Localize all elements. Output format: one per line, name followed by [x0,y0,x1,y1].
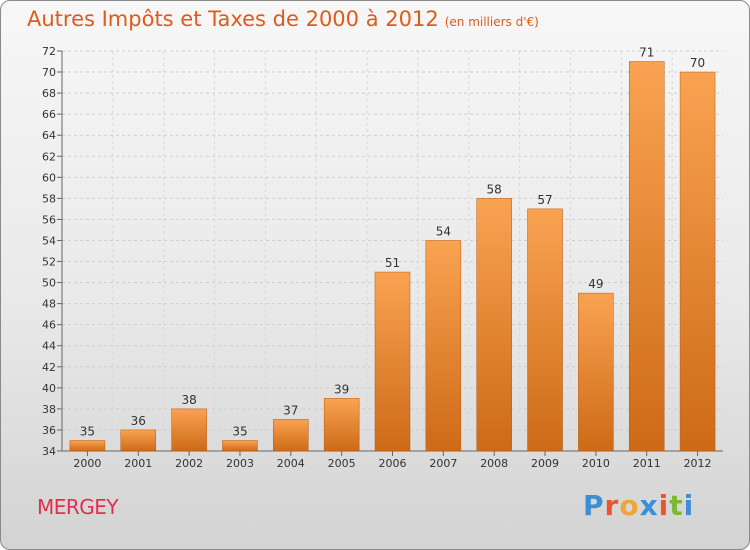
bar-2003 [222,440,258,452]
bar-2000 [69,440,106,452]
bar-2009 [527,208,563,452]
x-tick-label-2004: 2004 [277,457,305,470]
y-tick-label: 42 [42,361,56,374]
logo-letter: i [658,489,670,522]
chart-title: Autres Impôts et Taxes de 2000 à 2012 (en… [27,7,539,31]
bar-2001 [120,429,157,452]
y-tick-label: 50 [42,277,56,290]
y-tick-label: 34 [42,445,56,458]
commune-name: MERGEY [37,495,119,519]
y-tick-label: 60 [42,171,56,184]
x-tick-label-2003: 2003 [226,457,254,470]
y-tick-label: 56 [42,213,56,226]
logo-letter: P [583,489,605,522]
x-tick-label-2012: 2012 [684,457,712,470]
bar-2007 [425,240,462,452]
bar-2012 [679,71,716,452]
x-tick-label-2011: 2011 [633,457,661,470]
x-tick-label-2007: 2007 [429,457,457,470]
axes: 34 36 38 40 42 44 46 48 50 52 54 56 58 60 62 64 66 68 70 72… [42,45,723,470]
bar-2010 [578,292,614,452]
y-tick-label: 72 [42,45,56,58]
chart-subtitle: (en milliers d'€) [444,15,539,29]
data-label-2011: 71 [639,46,654,60]
y-tick-label: 36 [42,424,56,437]
data-label-2007: 54 [436,224,451,238]
y-tick-label: 48 [42,298,56,311]
data-label-2002: 38 [181,393,196,407]
x-tick-label-2000: 2000 [73,457,101,470]
y-tick-label: 54 [42,234,56,247]
y-tick-label: 52 [42,256,56,269]
proxiti-logo[interactable]: Proxiti [583,489,694,522]
logo-letter: r [604,489,620,522]
data-label-2009: 57 [537,193,552,207]
x-tick-label-2008: 2008 [480,457,508,470]
data-label-2008: 58 [487,182,502,196]
bars [69,61,716,452]
logo-letter: o [619,489,640,522]
bar-2002 [171,408,207,452]
y-tick-label: 40 [42,382,56,395]
data-label-2001: 36 [131,414,146,428]
y-tick-label: 46 [42,319,56,332]
data-label-2000: 35 [80,424,95,438]
chart-title-text: Autres Impôts et Taxes de 2000 à 2012 [27,7,439,31]
y-tick-label: 64 [42,129,56,142]
logo-letter: i [683,489,695,522]
bar-2004 [273,419,309,452]
y-tick-label: 44 [42,340,56,353]
y-tick-label: 66 [42,108,56,121]
data-label-2010: 49 [588,277,603,291]
x-tick-label-2001: 2001 [124,457,152,470]
data-label-2005: 39 [334,382,349,396]
bar-2005 [323,398,360,452]
bar-2011 [628,61,665,452]
x-tick-label-2005: 2005 [328,457,356,470]
y-tick-label: 62 [42,150,56,163]
y-tick-label: 68 [42,87,56,100]
y-tick-label: 38 [42,403,56,416]
y-tick-label: 70 [42,66,56,79]
x-tick-label-2009: 2009 [531,457,559,470]
bar-2006 [374,271,411,452]
x-tick-label-2002: 2002 [175,457,203,470]
logo-letter: x [639,489,659,522]
bar-2008 [476,198,512,452]
data-labels: 35 36 38 35 37 39 51 54 58 57 49 71 70 [80,46,705,439]
logo-letter: t [669,489,684,522]
x-tick-label-2006: 2006 [379,457,407,470]
data-label-2012: 70 [690,56,705,70]
data-label-2004: 37 [283,403,298,417]
data-label-2003: 35 [232,424,247,438]
y-tick-label: 58 [42,192,56,205]
data-label-2006: 51 [385,256,400,270]
x-tick-label-2010: 2010 [582,457,610,470]
